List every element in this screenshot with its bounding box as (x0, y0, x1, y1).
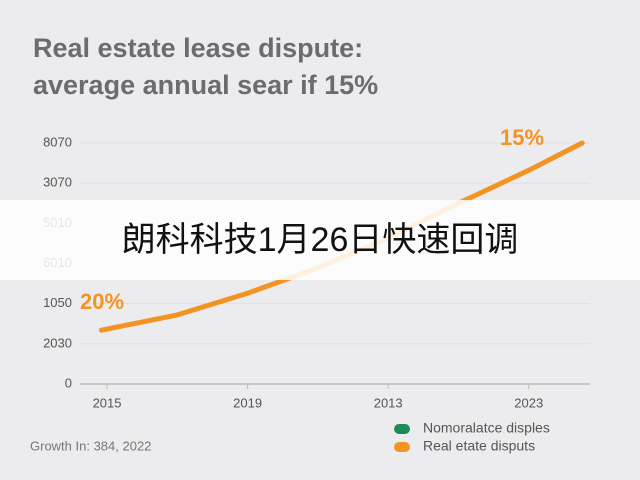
y-tick-label: 2030 (43, 335, 72, 350)
legend-label: Nomoralatce disples (423, 420, 550, 436)
legend-swatch (394, 424, 410, 434)
y-tick-label: 1050 (43, 295, 72, 310)
legend-swatch (394, 442, 410, 452)
y-tick-label: 0 (65, 375, 72, 390)
x-tick-label: 2019 (233, 395, 262, 410)
overlay-banner: 朗科科技1月26日快速回调 (122, 221, 519, 259)
y-tick-label: 8070 (43, 134, 72, 149)
footnote: Growth In: 384, 2022 (30, 438, 151, 453)
chart-title: Real estate lease dispute: (33, 33, 363, 63)
annotation: 15% (500, 125, 544, 150)
chart-title: average annual sear if 15% (33, 70, 378, 100)
legend-label: Real etate disputs (423, 438, 535, 454)
x-tick-label: 2023 (514, 395, 543, 410)
y-tick-label: 3070 (43, 175, 72, 190)
x-tick-label: 2015 (93, 395, 122, 410)
x-tick-label: 2013 (374, 395, 403, 410)
overlay-banner-bg (0, 200, 640, 280)
annotation: 20% (80, 289, 124, 314)
